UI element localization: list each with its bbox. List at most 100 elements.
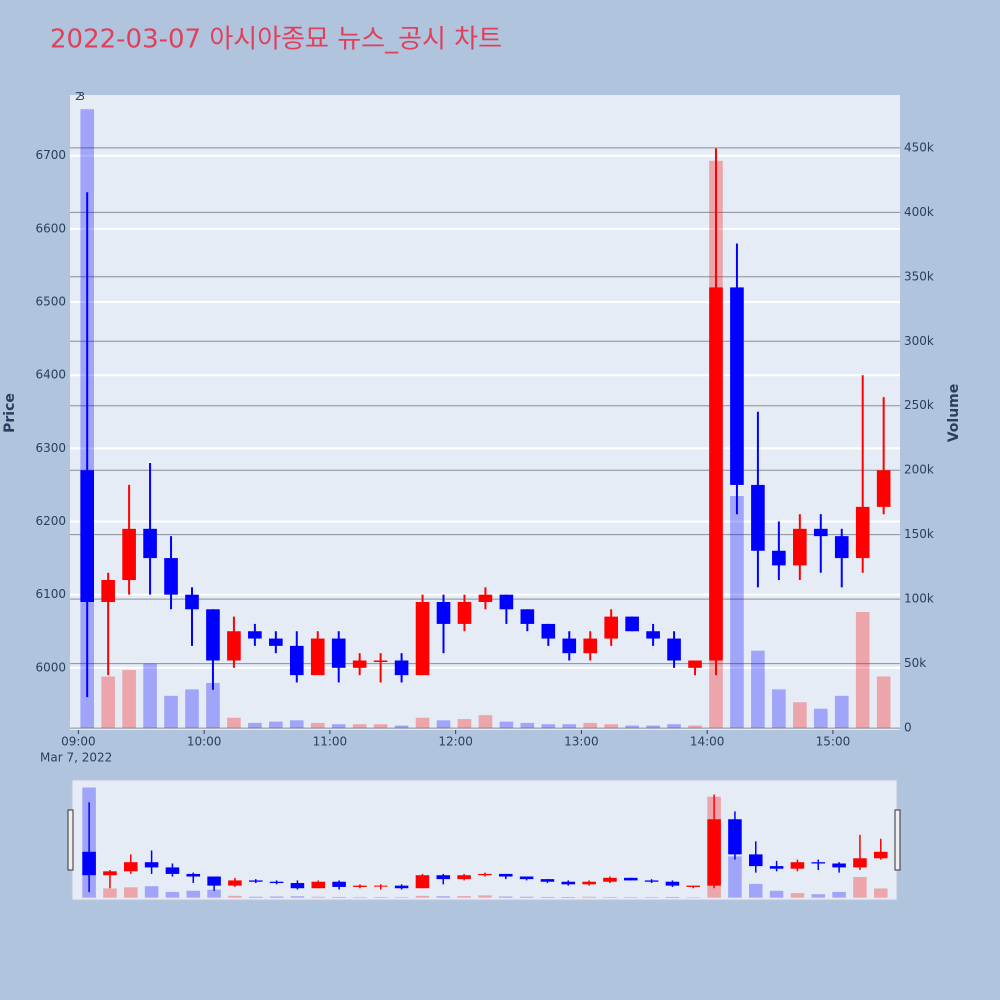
slider-volume [478, 895, 492, 898]
volume-bar [583, 722, 598, 729]
candle-body [499, 594, 514, 610]
slider-body [436, 875, 451, 880]
slider-volume [769, 890, 784, 898]
slider-volume [311, 896, 326, 898]
candle-body [478, 594, 493, 602]
annotation: 2 [75, 90, 82, 103]
candle-body [373, 660, 388, 663]
slider-body [457, 875, 471, 880]
y2-tick-label: 0 [904, 721, 912, 735]
volume-bar [541, 724, 556, 729]
volume-bar [688, 725, 702, 729]
y-tick-label: 6500 [35, 295, 66, 309]
slider-volume [582, 896, 596, 898]
slider-body [269, 881, 284, 884]
candle-body [813, 528, 828, 537]
volume-bar [520, 722, 535, 729]
slider-body [624, 877, 638, 881]
candle-body [185, 594, 199, 610]
y2-axis-title: Volume [946, 384, 962, 443]
slider-body [499, 873, 513, 877]
volume-bar [604, 724, 618, 729]
slider-body [603, 877, 617, 882]
slider-volume [832, 891, 846, 898]
y-tick-label: 6000 [35, 660, 66, 674]
slider-volume [228, 895, 242, 898]
volume-bar [646, 725, 660, 729]
slider-body [853, 858, 867, 868]
volume-bar [164, 695, 178, 729]
candle-body [646, 631, 660, 639]
slider-body [665, 881, 680, 886]
y-tick-label: 6100 [35, 587, 66, 601]
y2-tick-label: 150k [904, 527, 934, 541]
slider-volume [269, 896, 284, 898]
volume-bar [730, 495, 744, 729]
y2-tick-label: 50k [904, 656, 926, 670]
slider-volume [665, 896, 680, 898]
candle-body [541, 623, 556, 639]
volume-bar [248, 722, 262, 729]
slider-body [874, 851, 888, 859]
y2-tick-label: 200k [904, 463, 934, 477]
slider-volume [540, 896, 555, 898]
annotation: 3 [78, 90, 85, 103]
range-slider[interactable] [71, 779, 898, 901]
slider-body [374, 885, 388, 887]
slider-volume [853, 877, 867, 898]
slider-handle[interactable] [67, 809, 74, 871]
slider-body [165, 867, 180, 874]
volume-bar [415, 717, 430, 729]
slider-volume [519, 896, 534, 898]
slider-body [353, 885, 367, 887]
slider-volume [811, 894, 826, 898]
candle-body [457, 601, 472, 624]
slider-handle[interactable] [894, 809, 901, 871]
candle-body [562, 638, 577, 654]
y2-tick-label: 450k [904, 140, 934, 154]
volume-bar [185, 689, 199, 729]
candle-body [164, 558, 178, 595]
slider-volume [728, 856, 742, 898]
slider-volume [207, 889, 221, 898]
slider-volume [290, 896, 305, 898]
slider-body [82, 851, 96, 876]
volume-bar [436, 720, 451, 729]
y-tick-label: 6400 [35, 368, 66, 382]
volume-bar [227, 717, 241, 729]
slider-volume [499, 896, 513, 898]
x-date-label: Mar 7, 2022 [40, 751, 112, 765]
volume-bar [373, 724, 388, 729]
x-tick-label: 14:00 [690, 735, 725, 749]
slider-volume [457, 896, 471, 898]
slider-volume [603, 896, 617, 898]
volume-bar [499, 721, 514, 729]
volume-bar [331, 724, 346, 729]
candle-body [289, 645, 304, 676]
candle-body [793, 528, 807, 566]
volume-bar [855, 612, 870, 729]
volume-bar [457, 719, 472, 729]
volume-bar [478, 715, 493, 729]
slider-body [707, 819, 721, 886]
candle-body [730, 287, 744, 485]
volume-bar [269, 721, 283, 729]
slider-body [769, 866, 784, 869]
volume-bar [813, 708, 828, 729]
candle-body [520, 609, 535, 624]
volume-bar [206, 682, 220, 729]
slider-volume [332, 896, 346, 898]
slider-body [790, 862, 805, 869]
slider-volume [353, 896, 367, 898]
slider-body [207, 876, 221, 886]
slider-body [124, 862, 138, 872]
slider-body [186, 873, 201, 877]
slider-volume [124, 887, 138, 898]
slider-volume [165, 891, 180, 898]
volume-bar [310, 722, 325, 729]
slider-body [228, 880, 242, 886]
slider-body [582, 881, 596, 885]
volume-bar [667, 724, 681, 729]
candle-body [751, 484, 765, 551]
y2-tick-label: 300k [904, 334, 934, 348]
